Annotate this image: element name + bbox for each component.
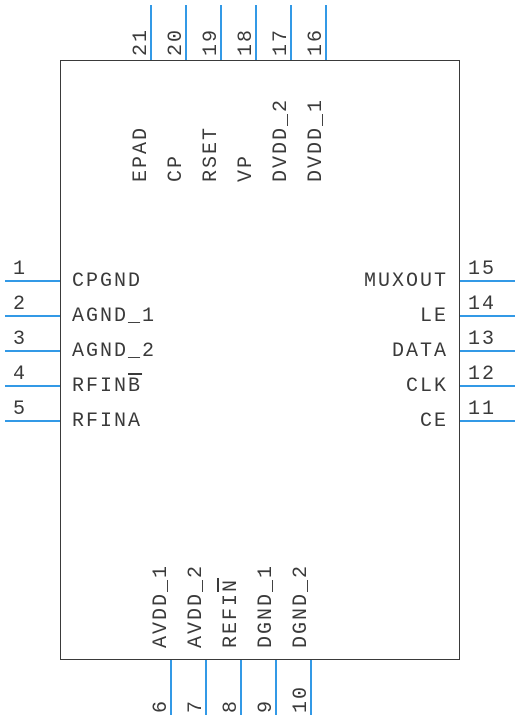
pin-num-top: 19 (200, 7, 223, 56)
pin-num-bottom: 7 (185, 664, 208, 713)
pin-num-bottom: 10 (290, 664, 313, 713)
pin-label-top: EPAD (130, 72, 153, 182)
pin-num-bottom: 9 (255, 664, 278, 713)
pin-label-right: DATA (392, 340, 448, 363)
pin-num-top: 16 (305, 7, 328, 56)
pin-num-left: 1 (13, 258, 27, 281)
pin-label-bottom: AVDD_2 (185, 538, 208, 648)
pin-label-top: DVDD_1 (305, 72, 328, 182)
pin-num-top: 20 (165, 7, 188, 56)
pin-num-right: 11 (468, 398, 496, 421)
pin-label-right: CE (420, 410, 448, 433)
pin-label-left: RFINB (72, 375, 142, 398)
pin-num-top: 21 (130, 7, 153, 56)
pin-label-right: CLK (406, 375, 448, 398)
pin-num-right: 12 (468, 363, 496, 386)
pin-num-top: 17 (270, 7, 293, 56)
pin-num-right: 14 (468, 293, 496, 316)
pin-label-left: RFINA (72, 410, 142, 433)
pin-label-top: RSET (200, 72, 223, 182)
pin-label-top: VP (235, 72, 258, 182)
pin-label-top: CP (165, 72, 188, 182)
pin-label-bottom: DGND_2 (290, 538, 313, 648)
pin-label-right: LE (420, 305, 448, 328)
pin-label-bottom: DGND_1 (255, 538, 278, 648)
pin-num-right: 13 (468, 328, 496, 351)
pin-label-left: AGND_1 (72, 305, 156, 328)
pin-num-bottom: 8 (220, 664, 243, 713)
pin-label-right: MUXOUT (364, 270, 448, 293)
pin-num-right: 15 (468, 258, 496, 281)
pin-label-bottom: AVDD_1 (150, 538, 173, 648)
pin-label-top: DVDD_2 (270, 72, 293, 182)
pin-num-left: 5 (13, 398, 27, 421)
pin-label-left: CPGND (72, 270, 142, 293)
pin-num-left: 2 (13, 293, 27, 316)
pin-label-bottom: REFIN (220, 538, 243, 648)
pin-num-bottom: 6 (150, 664, 173, 713)
pin-num-top: 18 (235, 7, 258, 56)
pin-label-left: AGND_2 (72, 340, 156, 363)
pin-num-left: 4 (13, 363, 27, 386)
pin-num-left: 3 (13, 328, 27, 351)
